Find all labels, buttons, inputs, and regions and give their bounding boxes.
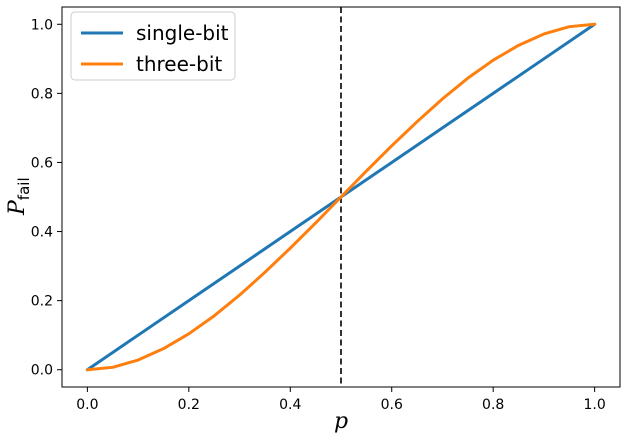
x-tick-label: 0.0 bbox=[76, 397, 98, 413]
legend-label-single-bit: single-bit bbox=[136, 21, 229, 45]
y-tick-label: 0.6 bbox=[31, 155, 53, 171]
legend: single-bit three-bit bbox=[70, 11, 236, 81]
x-tick-label: 1.0 bbox=[584, 397, 606, 413]
y-tick-label: 1.0 bbox=[31, 17, 53, 33]
legend-label-three-bit: three-bit bbox=[136, 52, 222, 76]
x-axis-label: p bbox=[334, 409, 348, 434]
y-axis-ticks: 0.0 0.2 0.4 0.6 0.8 1.0 bbox=[31, 17, 62, 379]
x-tick-label: 0.2 bbox=[178, 397, 200, 413]
series-line-three-bit bbox=[85, 22, 597, 372]
x-axis-ticks: 0.0 0.2 0.4 0.6 0.8 1.0 bbox=[76, 387, 606, 413]
y-tick-label: 0.4 bbox=[31, 225, 53, 241]
y-tick-label: 0.2 bbox=[31, 294, 53, 310]
series-lines bbox=[85, 22, 597, 372]
x-tick-label: 0.4 bbox=[279, 397, 301, 413]
x-tick-label: 0.6 bbox=[381, 397, 403, 413]
y-tick-label: 0.8 bbox=[31, 86, 53, 102]
plot-frame bbox=[61, 6, 621, 388]
y-tick-label: 0.0 bbox=[31, 363, 53, 379]
y-axis-label-main: P bbox=[5, 199, 30, 216]
y-axis-label: Pfail bbox=[5, 177, 33, 216]
x-tick-label: 0.8 bbox=[482, 397, 504, 413]
y-axis-label-subscript: fail bbox=[15, 177, 33, 200]
